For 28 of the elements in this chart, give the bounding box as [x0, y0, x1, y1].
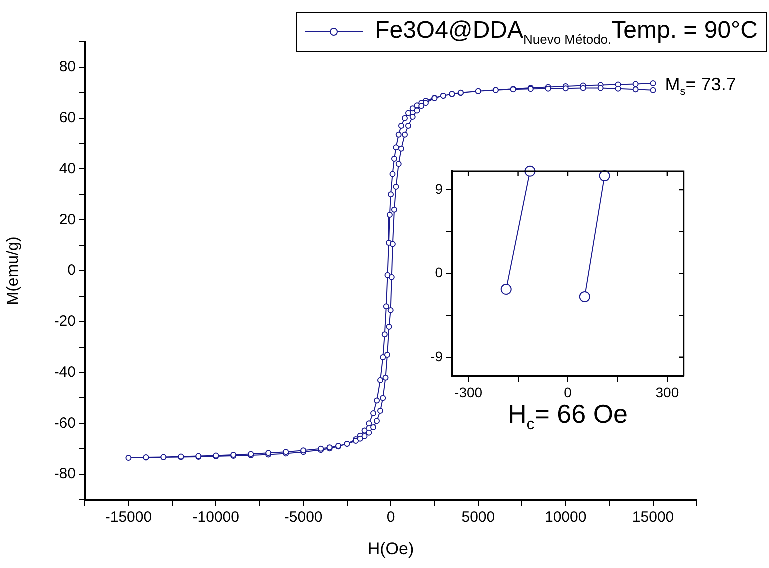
- y-tick-label: -80: [54, 466, 76, 483]
- y-tick-label: 9: [435, 180, 444, 197]
- x-tick-label: 10000: [545, 509, 587, 526]
- y-tick-label: -9: [430, 348, 444, 364]
- y-tick-label: 40: [59, 160, 76, 178]
- point: [500, 284, 512, 296]
- y-tick-label: 80: [59, 58, 76, 76]
- y-tick-label: 20: [59, 211, 76, 228]
- legend-label: Fe3O4@DDA$_{Nuevo Método.}$Temp. = 90°C: [375, 17, 758, 47]
- x-tick-label: 0: [386, 509, 396, 526]
- x-tick-label: -300: [454, 384, 483, 400]
- y-tick-label: -20: [54, 313, 76, 330]
- x-tick-label: -5000: [284, 509, 323, 526]
- point: [579, 291, 590, 302]
- x-tick-label: -15000: [105, 509, 152, 526]
- x-tick-label: -10000: [192, 509, 240, 526]
- x-tick-label: 0: [564, 384, 572, 400]
- y-tick-label: 0: [435, 264, 444, 281]
- x-tick-label: 15000: [632, 509, 674, 526]
- point: [599, 170, 610, 182]
- y-axis-title: M(emu/g): [5, 236, 22, 306]
- x-axis-title: H(Oe): [368, 540, 414, 559]
- y-tick-label: 60: [59, 109, 76, 126]
- y-tick-label: -60: [54, 414, 76, 432]
- y-tick-label: -40: [54, 364, 76, 381]
- x-tick-label: 300: [656, 384, 680, 400]
- y-tick-label: 0: [68, 262, 76, 280]
- x-tick-label: 5000: [462, 509, 496, 526]
